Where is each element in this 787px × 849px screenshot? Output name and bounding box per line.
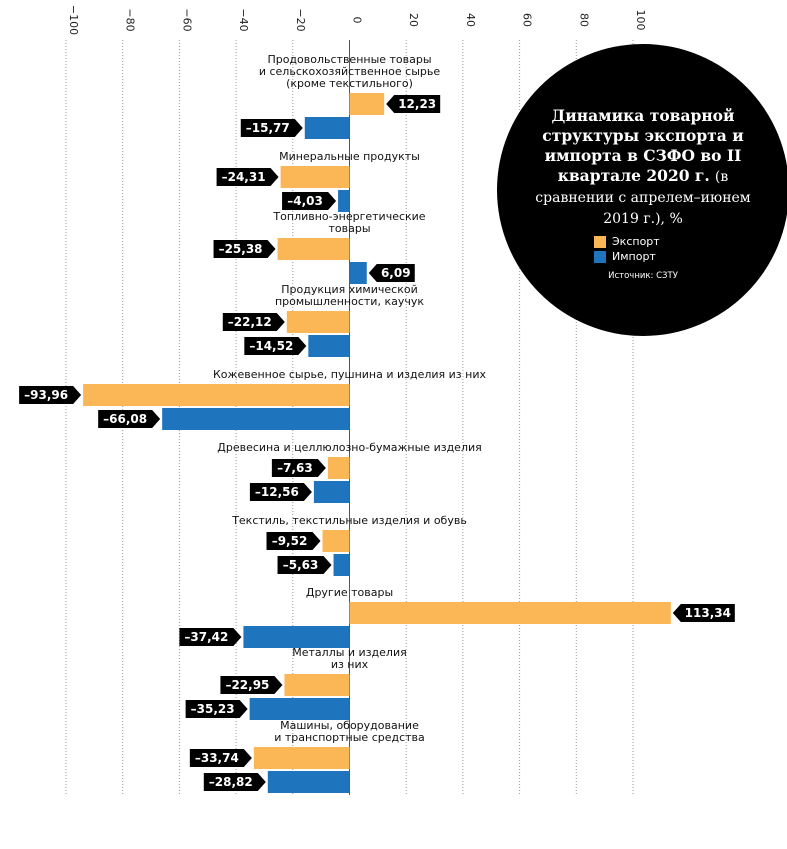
value-label: –22,12 [228,315,272,329]
bar [308,335,350,357]
bar [349,262,367,284]
bar [162,408,350,430]
value-label: –12,56 [255,485,299,499]
category-label: Металлы и изделия из них [292,646,406,671]
bar [338,190,350,212]
value-label: –28,82 [209,775,253,789]
value-label-tag [240,119,303,137]
bar [333,554,350,576]
value-label: –14,52 [249,339,293,353]
bar [83,384,350,406]
bar [349,93,385,115]
bar [322,530,350,552]
bar [277,238,350,260]
legend-label: Импорт [612,250,656,263]
value-label: –7,63 [277,461,313,475]
value-label: –22,95 [225,678,269,692]
category-label: Кожевенное сырье, пушнина и изделия из н… [213,368,486,381]
bar [327,457,350,479]
source: Источник: СЗТУ [608,271,678,281]
value-label-tag [277,556,332,574]
value-label-tag [244,337,307,355]
value-label: 6,09 [381,266,411,280]
value-label-tag [222,313,285,331]
x-tick-label: 80 [577,13,590,27]
x-tick-label: 20 [407,13,420,27]
category-label: Продукция химической промышленности, кауч… [275,283,424,308]
bar [313,481,350,503]
legend-item: Экспорт [583,235,703,248]
value-label-tag [19,386,82,404]
value-label: –24,31 [222,170,266,184]
value-label-tag [249,483,312,501]
chart-title: Динамика товарной структуры экспорта и и… [542,106,744,185]
legend-swatch [594,235,606,248]
x-tick-label: 40 [464,13,477,27]
x-tick-label: 0 [351,17,364,24]
bar [243,626,350,648]
bar [249,698,350,720]
value-label: 12,23 [398,97,436,111]
category-label: Другие товары [306,586,393,599]
x-tick-label: −100 [67,5,80,35]
bar [349,602,671,624]
legend-label: Экспорт [612,235,660,248]
bar [253,747,350,769]
x-tick-label: −20 [294,8,307,31]
legend: Экспорт Импорт [527,235,759,263]
legend-item: Импорт [583,250,703,263]
value-label: –5,63 [283,558,319,572]
bar [267,771,350,793]
value-label-tag [282,192,337,210]
value-label-tag [386,95,441,113]
value-label-tag [266,532,321,550]
value-label: –35,23 [191,702,235,716]
category-label: Продовольственные товары и сельскохозяйст… [259,53,441,90]
bar [304,117,350,139]
value-label-tag [672,604,735,622]
category-label: Топливно-энергетические товары [272,210,425,235]
category-label: Минеральные продукты [279,150,420,163]
value-label-tag [189,749,252,767]
x-tick-label: −60 [180,8,193,31]
value-label: –15,77 [246,121,290,135]
x-tick-label: 60 [521,13,534,27]
value-label-tag [216,168,279,186]
title-badge: Динамика товарной структуры экспорта и и… [497,44,787,336]
x-tick-label: −80 [124,8,137,31]
value-label-tag [179,628,242,646]
value-label-tag [203,773,266,791]
value-label-tag [185,700,248,718]
value-label-tag [213,240,276,258]
bar [284,674,350,696]
value-label: –4,03 [287,194,323,208]
category-label: Машины, оборудование и транспортные средс… [274,719,425,744]
legend-swatch [594,250,606,263]
value-label-tag [271,459,326,477]
chart-subtitle: (в сравнении с апрелем–июнем 2019 г.), % [535,169,751,227]
value-label: –33,74 [195,751,239,765]
bar [286,311,350,333]
value-label-tag [220,676,283,694]
value-label: –9,52 [272,534,308,548]
value-label-tag [368,264,415,282]
value-label: –66,08 [103,412,147,426]
value-label: –25,38 [219,242,263,256]
category-label: Древесина и целлюлозно-бумажные изделия [217,441,482,454]
category-label: Текстиль, текстильные изделия и обувь [231,514,467,527]
value-label: –37,42 [184,630,228,644]
value-label: –93,96 [24,388,68,402]
bar [280,166,350,188]
value-label-tag [98,410,161,428]
value-label: 113,34 [685,606,731,620]
x-tick-label: −40 [237,8,250,31]
x-tick-label: 100 [634,10,647,31]
